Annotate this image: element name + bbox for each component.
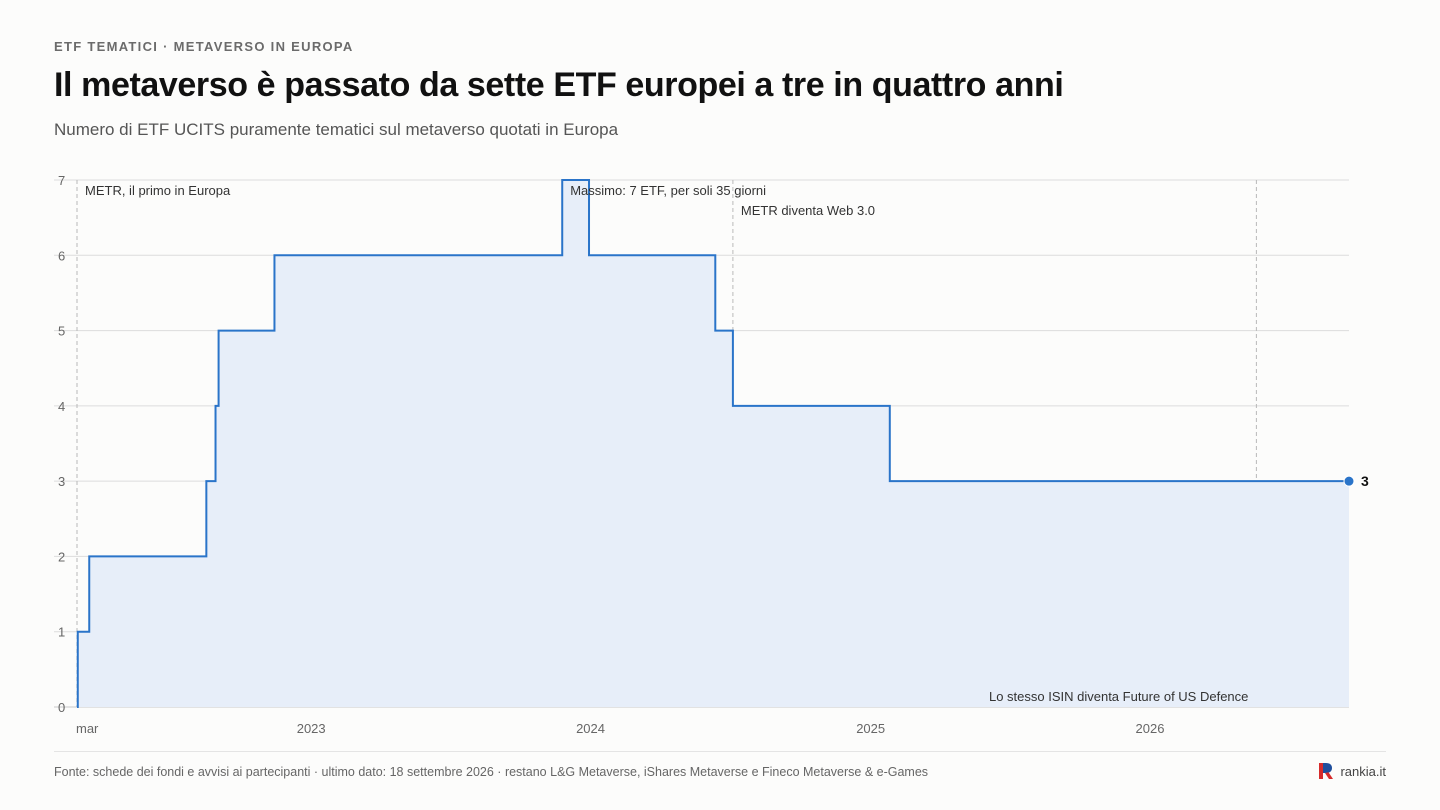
x-tick-label: mar	[76, 721, 99, 736]
chart-title: Il metaverso è passato da sette ETF euro…	[54, 66, 1064, 104]
rankia-logo-icon	[1319, 763, 1334, 779]
chart-subtitle: Numero di ETF UCITS puramente tematici s…	[54, 120, 619, 139]
annotation-label: Lo stesso ISIN diventa Future of US Defe…	[989, 689, 1248, 704]
annotation-label: METR diventa Web 3.0	[741, 203, 875, 218]
source-note: Fonte: schede dei fondi e avvisi ai part…	[54, 765, 929, 779]
end-value-label: 3	[1361, 473, 1369, 489]
x-tick-label: 2024	[576, 721, 605, 736]
y-tick-label: 5	[58, 324, 65, 339]
y-tick-label: 1	[58, 625, 65, 640]
y-tick-label: 0	[58, 700, 65, 715]
x-tick-label: 2023	[297, 721, 326, 736]
series-area	[77, 180, 1349, 707]
annotation-label: Massimo: 7 ETF, per soli 35 giorni	[570, 183, 766, 198]
brand-logo[interactable]: rankia.it	[1318, 762, 1386, 780]
chart-kicker: ETF TEMATICI · METAVERSO IN EUROPA	[54, 39, 354, 54]
annotation-labels: METR, il primo in Europa Massimo: 7 ETF, …	[85, 183, 1248, 704]
x-tick-label: 2026	[1136, 721, 1165, 736]
y-tick-label: 4	[58, 399, 65, 414]
footer-divider	[54, 751, 1386, 752]
end-point-marker	[1343, 475, 1355, 487]
y-tick-label: 2	[58, 549, 65, 564]
brand-name: rankia.it	[1340, 763, 1386, 779]
y-tick-label: 6	[58, 248, 65, 263]
series-line	[76, 179, 1349, 708]
etf-count-chart: 0 1 2 3 4 5 6 7 mar 2023 2024 2025 2026 METR, il pri…	[54, 173, 1369, 736]
annotation-label: METR, il primo in Europa	[85, 183, 231, 198]
end-marker-layer: 3	[1343, 473, 1369, 489]
x-tick-label: 2025	[856, 721, 885, 736]
y-tick-label: 7	[58, 173, 65, 188]
axis-layer: 0 1 2 3 4 5 6 7 mar 2023 2024 2025 2026	[58, 173, 1164, 736]
y-tick-label: 3	[58, 474, 65, 489]
